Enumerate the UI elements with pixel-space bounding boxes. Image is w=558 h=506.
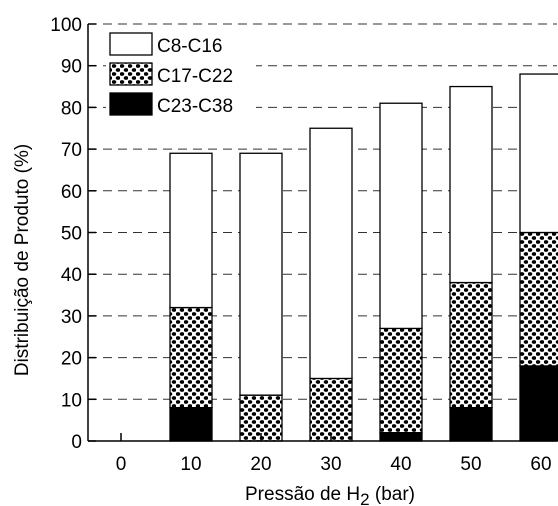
bar-segment-c8-c16 [239, 152, 283, 396]
x-tick-label: 60 [530, 454, 551, 475]
bar-segment-c17-c22 [449, 281, 493, 409]
x-tick-label: 20 [250, 454, 271, 475]
y-tick-label: 60 [61, 182, 82, 203]
x-axis-title-prefix: Pressão de H [245, 484, 360, 505]
bar-segment-c8-c16 [169, 152, 213, 309]
x-tick-label: 10 [180, 454, 201, 475]
x-axis-title-suffix: (bar) [370, 484, 415, 505]
y-tick-label: 30 [61, 307, 82, 328]
bar-segment-c17-c22 [169, 306, 213, 409]
y-tick-label: 0 [71, 432, 82, 453]
legend-swatch-c8-c16 [109, 32, 153, 56]
y-tick-label: 20 [61, 349, 82, 370]
bar-segment-c23-c38 [519, 365, 558, 442]
bar-segment-c8-c16 [309, 127, 353, 380]
y-tick-label: 40 [61, 265, 82, 286]
y-tick-label: 10 [61, 390, 82, 411]
legend-swatch-c17-c22 [109, 62, 153, 86]
legend-label-c23-c38: C23-C38 [157, 96, 233, 117]
bar-segment-c8-c16 [449, 85, 493, 284]
y-axis-title: Distribuição de Produto (%) [12, 144, 33, 376]
ticks: 0 10 20 30 40 50 60 70 80 90 100 0 10 20 30 40 50 60 [50, 15, 551, 475]
y-tick-label: 80 [61, 98, 82, 119]
bar-segment-c8-c16 [379, 102, 423, 330]
legend: C8-C16 C17-C22 C23-C38 [106, 30, 256, 122]
bar-segment-c17-c22 [519, 231, 558, 367]
y-tick-label: 90 [61, 57, 82, 78]
x-axis-title-subscript: 2 [360, 490, 369, 506]
x-tick-label: 30 [320, 454, 341, 475]
bar-segment-c17-c22 [379, 327, 423, 434]
bars [169, 73, 558, 442]
legend-label-c17-c22: C17-C22 [157, 66, 233, 87]
x-tick-label: 40 [390, 454, 411, 475]
bar-segment-c8-c16 [519, 73, 558, 234]
x-axis-title: Pressão de H2 (bar) [245, 484, 415, 506]
legend-swatch-c23-c38 [109, 92, 153, 116]
bar-segment-c17-c22 [309, 377, 353, 442]
x-tick-label: 50 [460, 454, 481, 475]
y-tick-label: 70 [61, 140, 82, 161]
y-tick-label: 50 [61, 224, 82, 245]
x-tick-label: 0 [116, 454, 127, 475]
legend-label-c8-c16: C8-C16 [157, 36, 222, 57]
y-tick-label: 100 [50, 15, 82, 36]
